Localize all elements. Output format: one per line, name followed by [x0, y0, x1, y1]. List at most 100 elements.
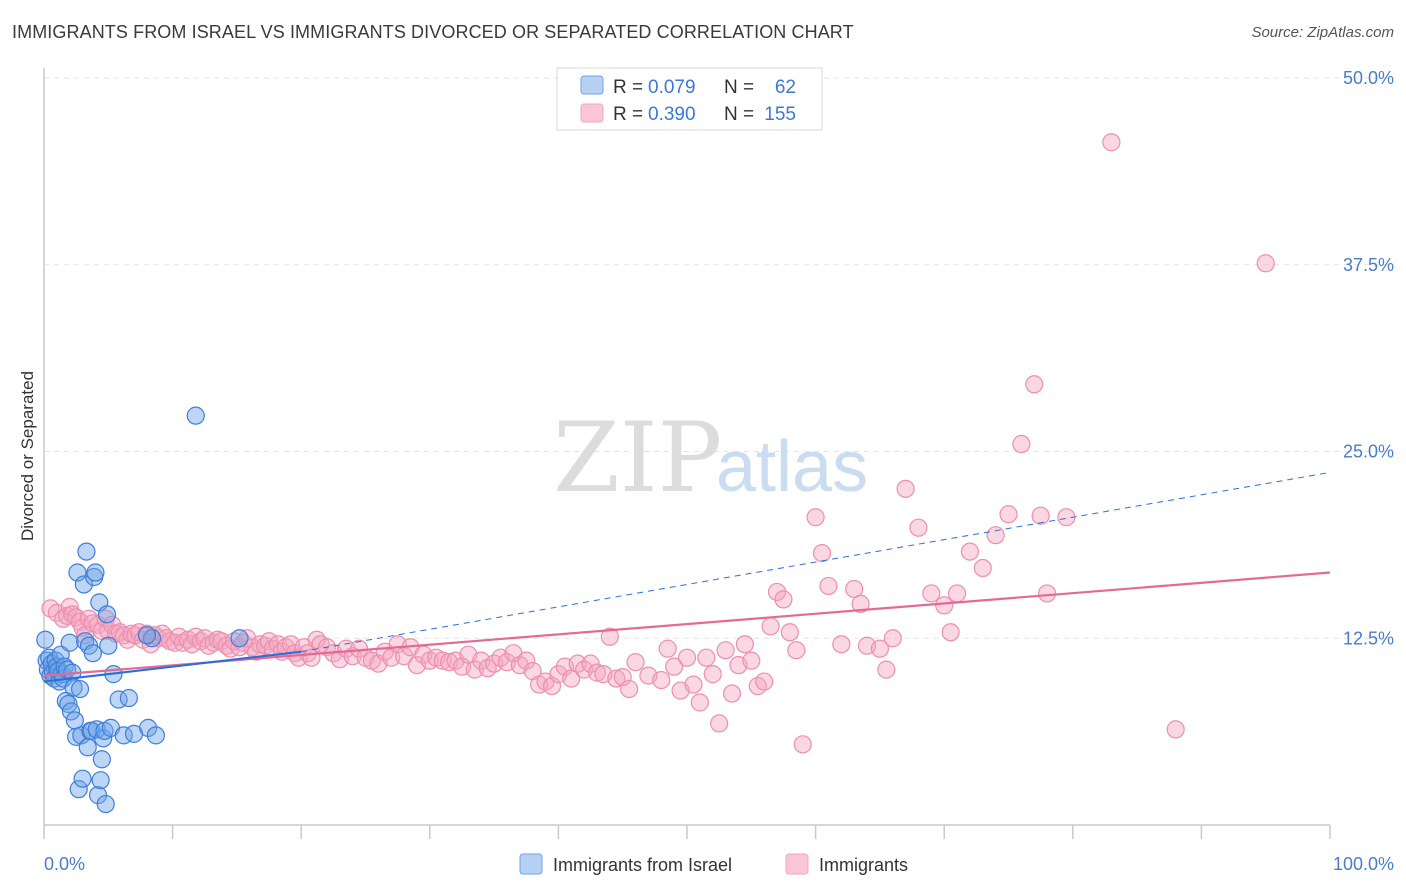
immigrants-point [337, 639, 356, 658]
immigrants-point [909, 518, 928, 537]
immigrants-point [973, 558, 992, 578]
source-credit: Source: ZipAtlas.com [1251, 24, 1394, 41]
israel-point [56, 691, 75, 711]
immigrants-point [652, 670, 671, 690]
israel-point [230, 629, 249, 648]
israel-point [139, 718, 158, 737]
israel-point [60, 633, 79, 652]
israel-point [59, 694, 78, 714]
stats-r-label-pink: R = [613, 104, 643, 125]
y-tick-label: 50.0% [1343, 68, 1394, 88]
israel-point [77, 542, 96, 561]
israel-point [61, 702, 81, 721]
immigrants-point [607, 669, 626, 688]
israel-point [83, 644, 102, 663]
x-tick-label-max: 100.0% [1333, 854, 1394, 874]
immigrants-point [620, 679, 639, 699]
israel-point [97, 605, 117, 624]
immigrants-point [851, 594, 870, 613]
immigrants-point [812, 543, 832, 563]
stats-n-label-pink: N = [724, 104, 754, 125]
immigrants-point [742, 651, 761, 670]
israel-point [96, 794, 115, 814]
immigrants-point [819, 576, 838, 596]
immigrants-point [960, 542, 980, 561]
immigrants-point [1037, 584, 1057, 603]
immigrants-point [787, 641, 806, 660]
israel-point [74, 575, 93, 594]
immigrants-point [722, 684, 742, 703]
immigrants-point [92, 621, 111, 640]
stats-r-label-blue: R = [613, 77, 643, 98]
immigrants-point [870, 639, 890, 658]
chart-title: IMMIGRANTS FROM ISRAEL VS IMMIGRANTS DIV… [12, 22, 854, 42]
israel-point [186, 406, 205, 425]
israel-point [73, 769, 92, 788]
immigrants-point [562, 669, 581, 688]
immigrants-point [735, 635, 754, 654]
israel-point [146, 726, 165, 745]
y-axis-label: Divorced or Separated [18, 371, 37, 541]
israel-point [78, 738, 97, 757]
immigrants-point [755, 672, 774, 691]
watermark-zip: ZIP [553, 402, 722, 514]
legend-swatch-immigrants [785, 853, 809, 875]
immigrants-point [986, 526, 1005, 545]
immigrants-point [103, 615, 122, 634]
immigrants-point [600, 627, 619, 646]
israel-point [86, 563, 105, 582]
immigrants-point [1166, 720, 1185, 739]
israel-point [119, 688, 138, 708]
trend-lines [43, 471, 1331, 683]
immigrants-point [832, 635, 851, 654]
y-tick-labels: 12.5% 25.0% 37.5% 50.0% [1343, 68, 1394, 648]
immigrants-point [710, 714, 729, 733]
israel-point [91, 771, 110, 790]
immigrants-trend-line [43, 571, 1331, 677]
israel-point [92, 750, 111, 769]
x-tick-label-min: 0.0% [44, 854, 85, 874]
israel-point [69, 780, 88, 799]
legend-label-israel: Immigrants from Israel [553, 855, 732, 875]
immigrants-point [767, 582, 787, 602]
immigrants-point [677, 648, 697, 667]
immigrants-point [626, 653, 645, 672]
stats-swatch-blue [580, 75, 604, 95]
immigrants-point [684, 675, 703, 694]
series-immigrants-points [41, 133, 1275, 754]
immigrants-point [658, 639, 677, 658]
israel-point [99, 636, 118, 655]
legend-swatch-israel [519, 853, 543, 875]
immigrants-point [697, 648, 716, 667]
immigrants-point [999, 505, 1018, 524]
legend-label-immigrants: Immigrants [819, 855, 908, 875]
stats-legend: R = 0.079 N = 62 R = 0.390 N = 155 [556, 67, 823, 131]
immigrants-point [941, 623, 960, 642]
immigrants-point [517, 651, 536, 670]
stats-n-value-blue: 62 [775, 77, 796, 98]
immigrants-point [774, 590, 793, 609]
israel-point [70, 679, 90, 699]
series-legend: Immigrants from Israel Immigrants [519, 853, 908, 875]
immigrants-point [780, 623, 799, 642]
israel-trend-extension [301, 471, 1331, 653]
israel-point [36, 630, 55, 649]
watermark-atlas: atlas [716, 427, 868, 507]
israel-trend-line [43, 650, 302, 683]
immigrants-point [703, 665, 722, 684]
y-tick-label: 37.5% [1343, 255, 1394, 275]
immigrants-point [690, 693, 709, 712]
immigrants-point [806, 508, 825, 527]
israel-point [137, 626, 156, 645]
stats-n-value-pink: 155 [764, 104, 796, 125]
israel-point [87, 720, 106, 739]
stats-swatch-pink [580, 103, 604, 123]
immigrants-point [845, 579, 864, 599]
immigrants-point [896, 479, 915, 498]
immigrants-point [665, 657, 684, 676]
immigrants-point [60, 597, 79, 616]
immigrants-point [716, 641, 735, 660]
x-tick-marks [43, 825, 1331, 839]
immigrants-point [73, 618, 92, 637]
